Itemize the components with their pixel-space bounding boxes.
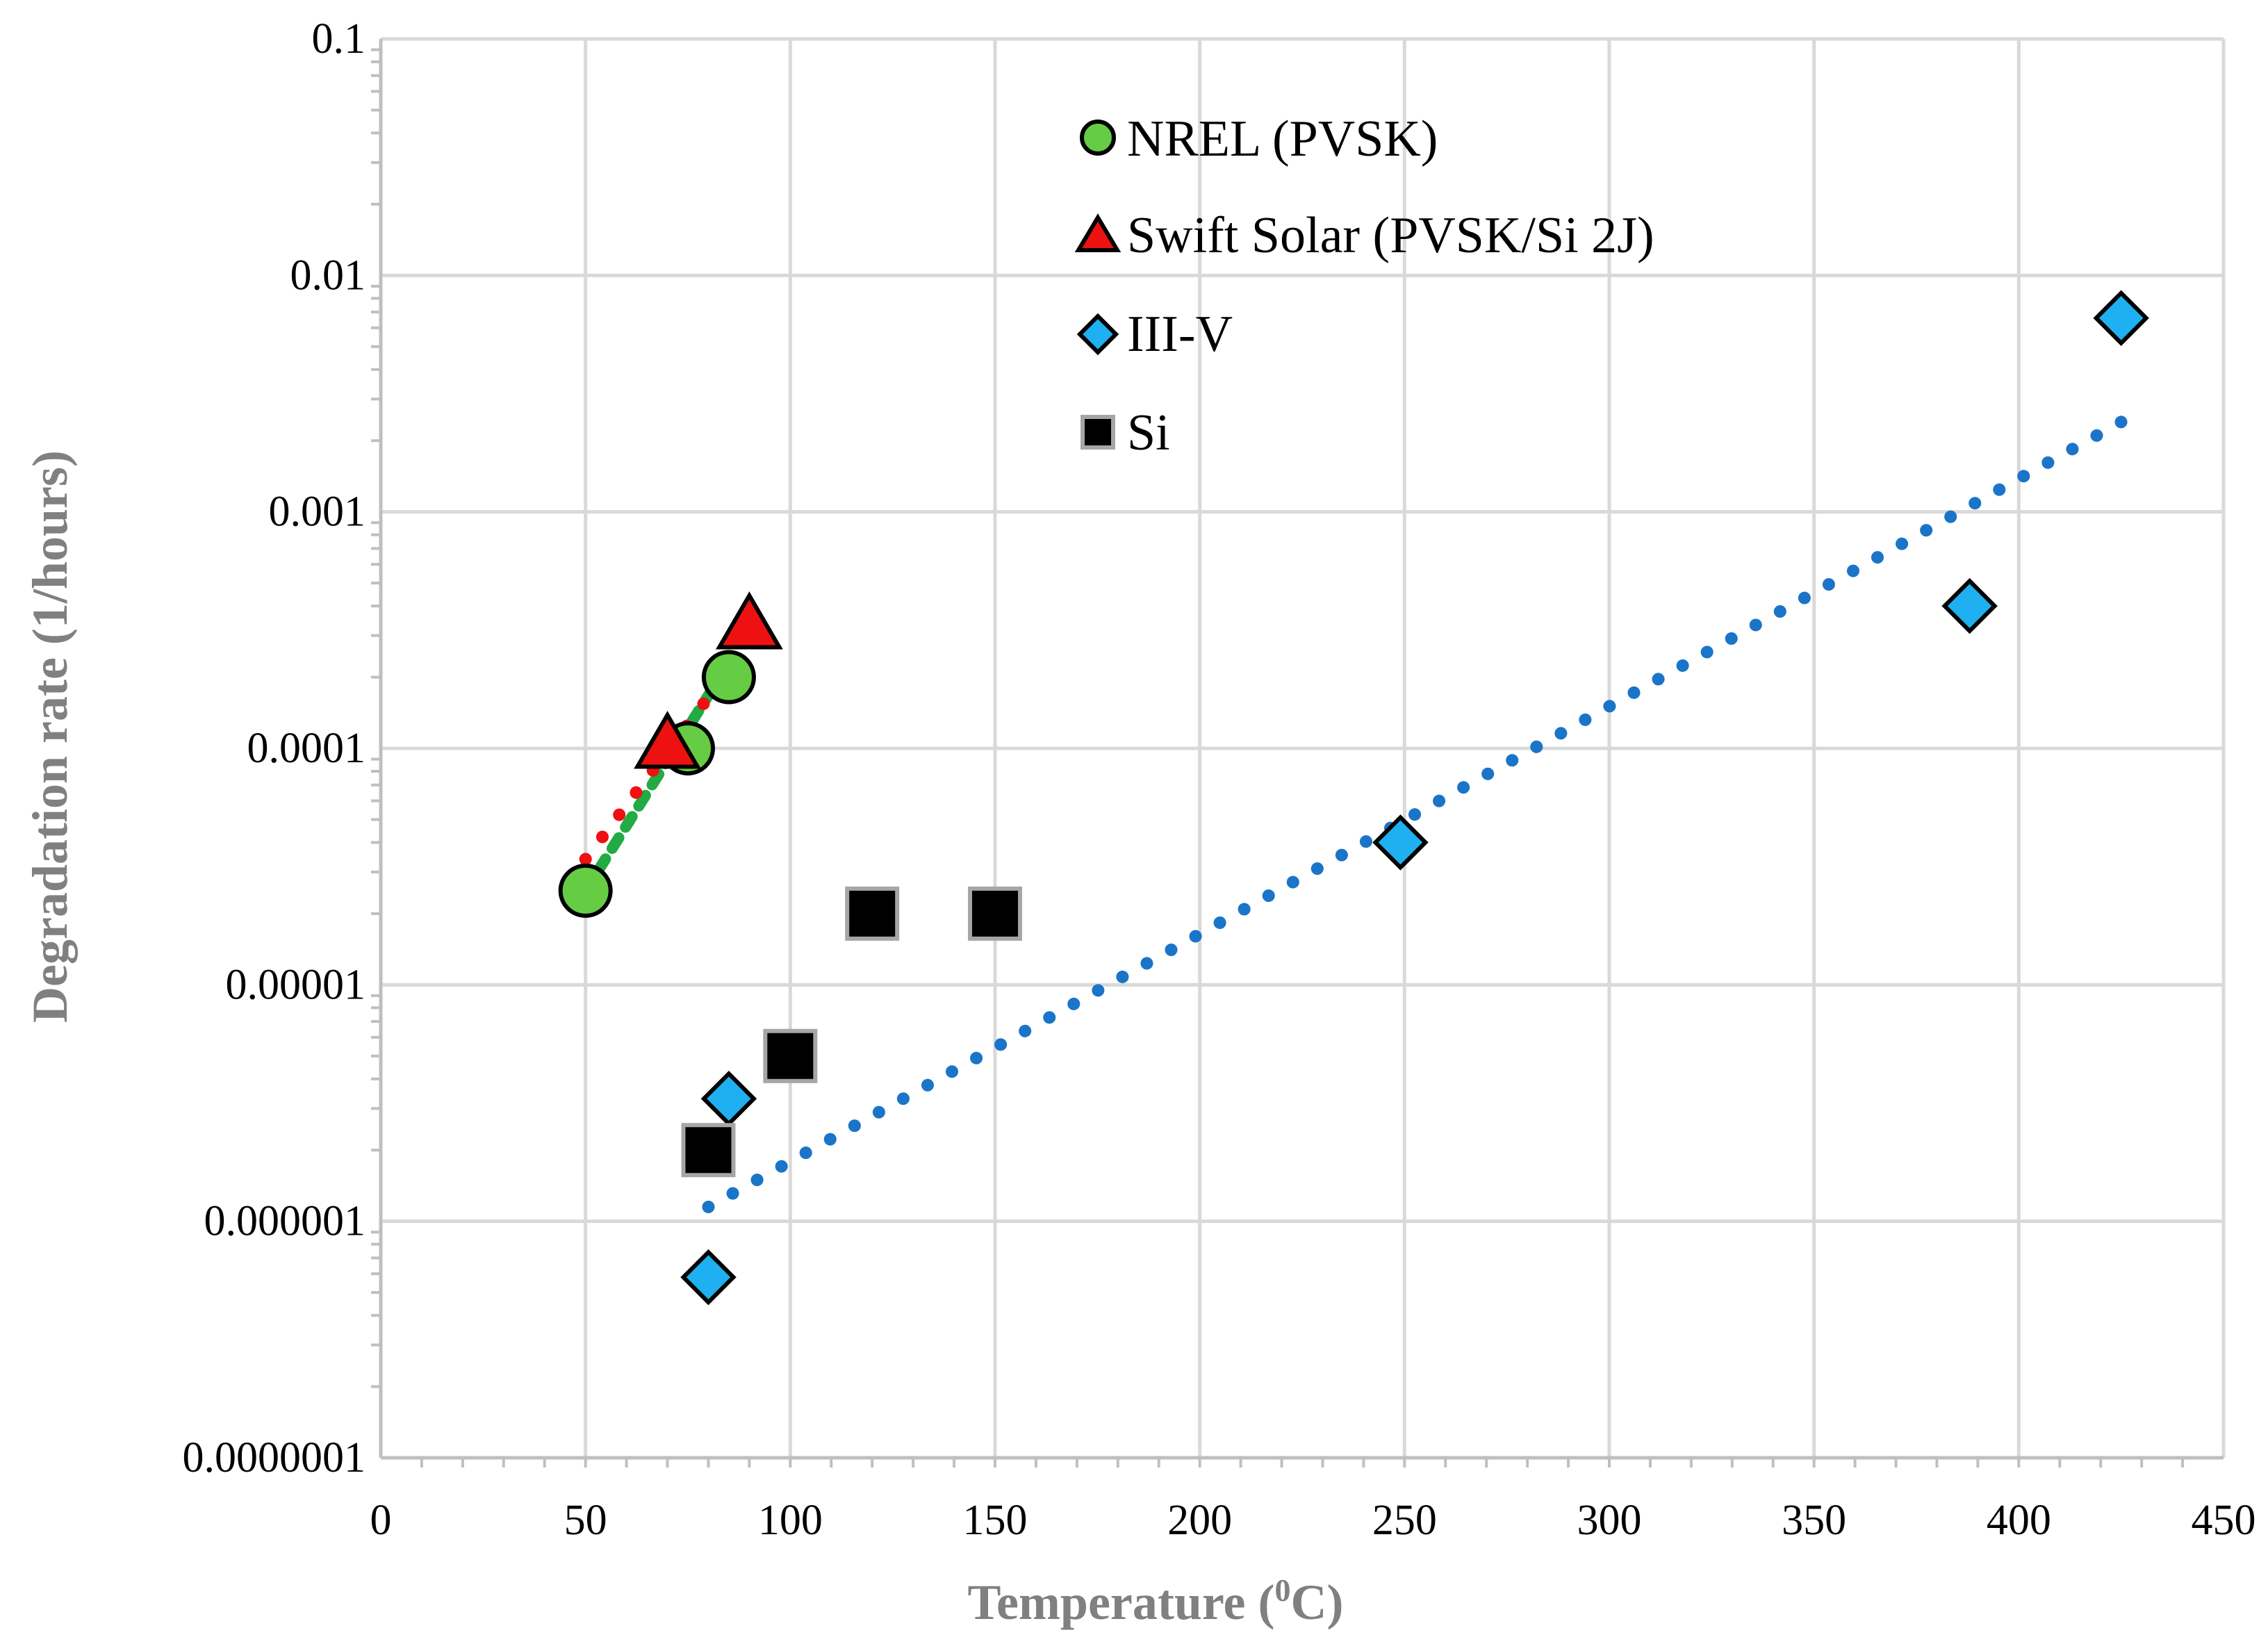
legend-marker-square — [1080, 415, 1115, 450]
x-axis-title-suffix: C) — [1290, 1575, 1343, 1630]
legend-label-swift: Swift Solar (PVSK/Si 2J) — [1127, 207, 1654, 264]
marker-square — [968, 886, 1022, 941]
marker-square — [681, 1123, 736, 1178]
marker-diamond — [1941, 577, 1998, 634]
marker-diamond — [680, 1249, 737, 1306]
marker-triangle — [634, 711, 701, 769]
x-tick-label: 450 — [2192, 1497, 2256, 1544]
legend-label-si: Si — [1127, 404, 1170, 461]
trendlines — [579, 416, 2128, 1214]
x-tick-label: 150 — [963, 1497, 1028, 1544]
y-tick-label: 0.0001 — [247, 725, 366, 772]
legend-label-iii-v: III-V — [1127, 306, 1233, 363]
data-markers — [558, 290, 2149, 1306]
x-tick-label: 100 — [758, 1497, 823, 1544]
x-tick-label: 50 — [564, 1497, 607, 1544]
legend-item-iii-v: III-V — [1076, 306, 1233, 363]
tick-labels: 0 50 100 150 200 250 300 350 400 450 0.0000001 0.00… — [183, 15, 2256, 1544]
y-tick-label: 0.1 — [312, 15, 366, 63]
x-tick-label: 300 — [1577, 1497, 1642, 1544]
y-tick-label: 0.001 — [269, 488, 366, 536]
axes — [379, 39, 2224, 1460]
legend-marker-triangle — [1074, 213, 1121, 252]
x-axis-title: Temperature (0C) — [968, 1572, 1344, 1630]
marker-circle — [558, 863, 613, 918]
legend-label-nrel: NREL (PVSK) — [1127, 110, 1438, 167]
x-tick-label: 0 — [370, 1497, 392, 1544]
marker-diamond — [2093, 290, 2149, 346]
x-tick-label: 200 — [1167, 1497, 1232, 1544]
marker-circle — [701, 650, 756, 705]
legend: NREL (PVSK) Swift Solar (PVSK/Si 2J) III… — [1074, 110, 1654, 461]
y-tick-label: 0.000001 — [204, 1198, 366, 1245]
x-tick-label: 350 — [1782, 1497, 1846, 1544]
y-axis-title: Degradation rate (1/hours) — [22, 450, 78, 1023]
y-tick-label: 0.00001 — [226, 961, 366, 1008]
y-tick-label: 0.0000001 — [183, 1434, 366, 1481]
marker-triangle — [715, 591, 783, 650]
legend-marker-diamond — [1076, 313, 1119, 356]
marker-diamond — [700, 1070, 757, 1127]
x-axis-title-superscript: 0 — [1274, 1572, 1290, 1608]
marker-diamond — [1372, 814, 1429, 871]
x-tick-label: 250 — [1372, 1497, 1437, 1544]
legend-item-nrel: NREL (PVSK) — [1080, 110, 1438, 167]
marker-square — [845, 886, 900, 941]
legend-marker-circle — [1080, 120, 1116, 156]
x-axis-title-main: Temperature ( — [968, 1575, 1275, 1630]
y-tick-label: 0.01 — [290, 252, 366, 299]
x-tick-label: 400 — [1987, 1497, 2051, 1544]
marker-square — [763, 1028, 818, 1083]
legend-item-si: Si — [1080, 404, 1170, 461]
legend-item-swift: Swift Solar (PVSK/Si 2J) — [1074, 207, 1654, 264]
trendline-series-2 — [702, 416, 2128, 1214]
trendline-series-0 — [580, 657, 734, 896]
